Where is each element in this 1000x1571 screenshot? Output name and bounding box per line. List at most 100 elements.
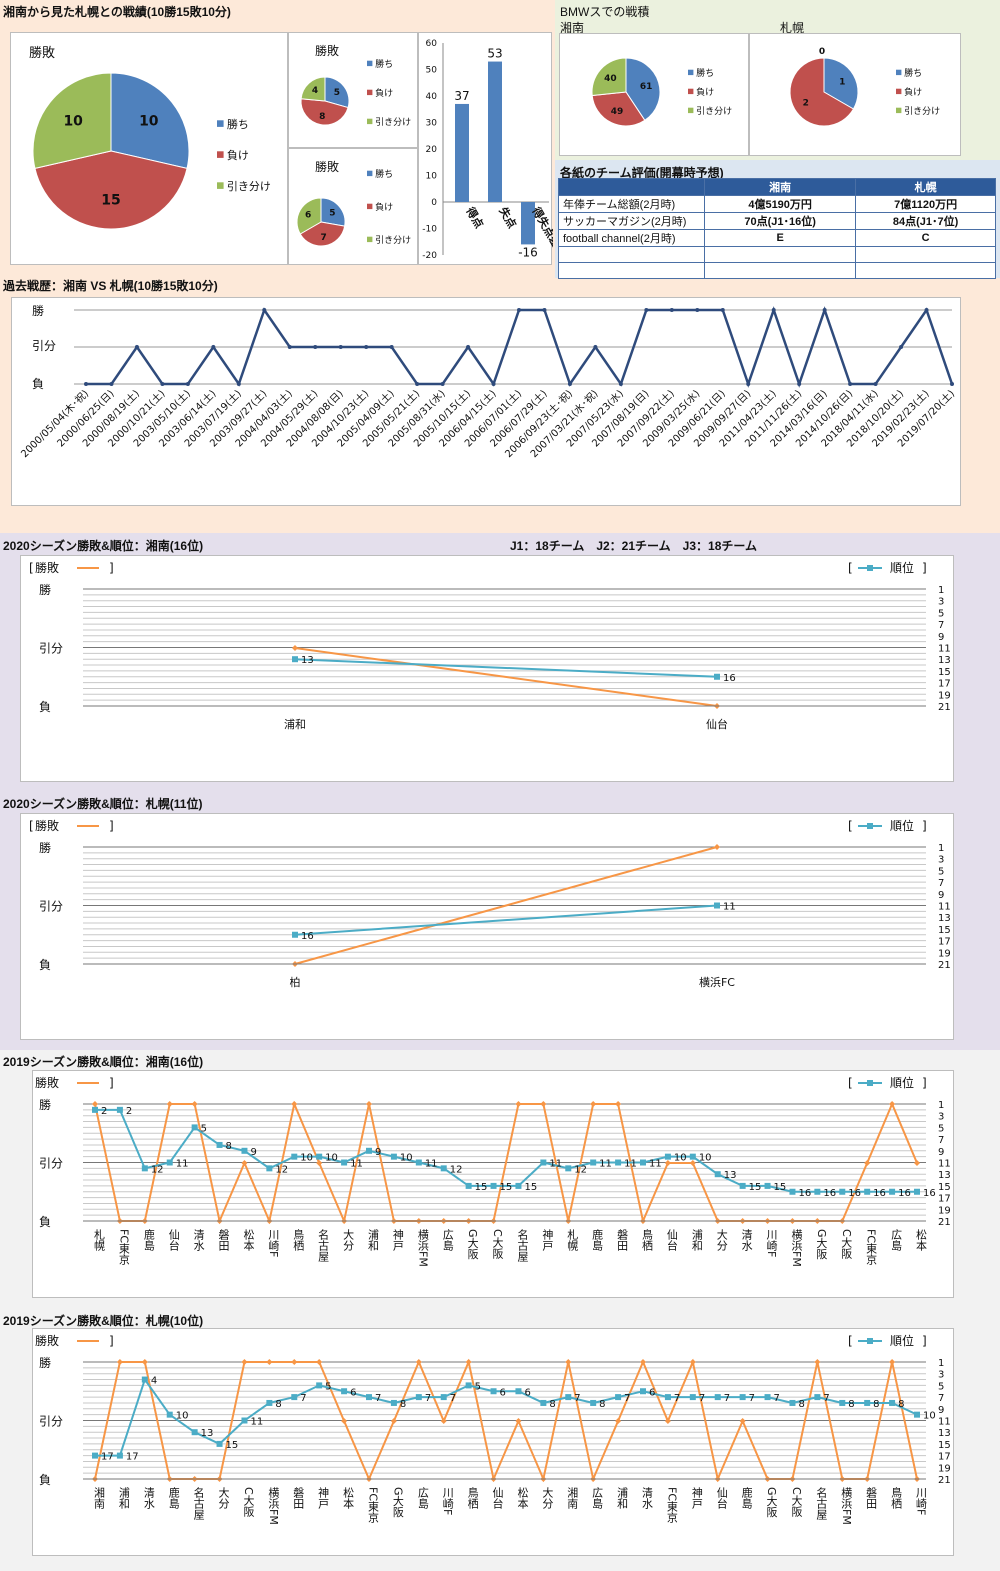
result-point — [116, 1359, 123, 1365]
y-label: 負 — [32, 377, 44, 391]
x-tick-label: 鹿島 — [740, 1486, 753, 1510]
x-tick-label: 札幌 — [566, 1229, 579, 1252]
result-point — [924, 308, 929, 312]
pie-data-label: 2 — [803, 99, 809, 109]
result-point — [287, 345, 292, 349]
rank-data-label: 8 — [848, 1399, 854, 1410]
x-tick-label: 鳥栖 — [292, 1228, 305, 1252]
rank-point — [366, 1147, 372, 1154]
rank-point — [814, 1394, 821, 1401]
goal-bar — [521, 202, 535, 245]
eval-row-label: 年俸チーム総額(2月時) — [558, 195, 705, 213]
x-tick-label: 神戸 — [690, 1486, 703, 1510]
x-tick-label: 浦和 — [284, 718, 306, 731]
rank-data-label: 10 — [300, 1153, 313, 1164]
y-label: 負 — [39, 700, 51, 714]
legend-label: 勝ち — [375, 58, 393, 70]
result-point — [185, 382, 190, 386]
rank-data-label: 6 — [524, 1387, 530, 1398]
rank-point — [615, 1159, 622, 1166]
rank-data-label: 8 — [549, 1399, 555, 1410]
rank-tick-label: 17 — [938, 1194, 951, 1205]
rank-line — [95, 1377, 918, 1457]
y-tick-label: 20 — [426, 145, 438, 155]
rank-point — [341, 1388, 348, 1395]
eval-cell — [703, 246, 857, 263]
rank-point — [366, 1394, 372, 1401]
goal-bar — [488, 61, 502, 202]
rank-data-label: 16 — [301, 931, 314, 942]
y-label: 引分 — [39, 642, 63, 656]
result-point — [316, 1160, 323, 1166]
x-tick-label: C大阪 — [491, 1229, 504, 1259]
s2020-shonan-title: 2020シーズン勝敗&順位：湘南(16位) — [3, 539, 204, 553]
rank-tick-label: 17 — [938, 1452, 951, 1463]
s2019-shonan-box: 13579111315171921勝引分負[勝敗][順位]22121158912… — [29, 1070, 954, 1298]
legend-label: 負け — [904, 86, 922, 98]
x-tick-label: G大阪 — [765, 1487, 778, 1518]
pie-data-label: 5 — [329, 209, 335, 219]
rank-data-label: 6 — [649, 1387, 655, 1398]
pie-slice — [300, 98, 349, 126]
rank-data-label: 8 — [599, 1399, 605, 1410]
rank-tick-label: 5 — [938, 866, 944, 877]
legend-swatch — [896, 107, 902, 114]
legend-rank-label: 順位 — [890, 560, 914, 575]
rank-point — [714, 1394, 721, 1401]
result-point — [292, 645, 298, 651]
legend-swatch — [688, 107, 694, 114]
rank-data-label: 7 — [699, 1393, 705, 1404]
result-point — [515, 1101, 522, 1107]
legend-swatch — [367, 236, 373, 243]
pie-data-label: 61 — [640, 82, 653, 92]
rank-data-label: 10 — [176, 1411, 189, 1422]
result-point — [338, 345, 343, 349]
legend-swatch — [217, 120, 224, 127]
rank-point — [540, 1159, 547, 1166]
x-tick-label: 鳥栖 — [890, 1486, 903, 1510]
s2019-sapporo-title: 2019シーズン勝敗&順位：札幌(10位) — [3, 1314, 204, 1328]
bmw-sapporo-label: 札幌 — [780, 21, 805, 35]
pie-slice — [823, 57, 859, 110]
eval-cell: 84点(J1･7位) — [855, 212, 996, 230]
rank-data-label: 7 — [749, 1393, 755, 1404]
result-point — [415, 382, 420, 386]
rank-data-label: 11 — [350, 1159, 363, 1170]
y-tick-label: 0 — [431, 198, 437, 208]
x-tick-label: 浦和 — [616, 1487, 629, 1510]
x-tick-label: 横浜FC — [699, 975, 735, 989]
bmw-title: BMWスでの戦積 — [560, 5, 650, 19]
rank-tick-label: 1 — [938, 1100, 944, 1111]
rank-point — [540, 1399, 547, 1406]
x-tick-label: 鹿島 — [167, 1486, 180, 1510]
bar-data-label: -16 — [518, 245, 538, 259]
pie-slice — [300, 76, 326, 102]
rank-point — [440, 1165, 447, 1172]
rank-point — [241, 1147, 248, 1154]
pie-slice — [110, 72, 190, 169]
eval-cell — [855, 246, 996, 263]
result-point — [695, 308, 700, 312]
pie-title: 勝敗 — [29, 46, 55, 61]
result-point — [341, 1418, 348, 1424]
eval-cell: C — [855, 229, 996, 247]
rank-tick-label: 21 — [938, 1475, 951, 1486]
x-tick-label: 磐田 — [865, 1486, 878, 1509]
result-point — [415, 1359, 422, 1365]
rank-data-label: 13 — [201, 1428, 214, 1439]
x-tick-label: 松本 — [242, 1228, 255, 1252]
bmw-sapporo-box: 1 2 0 勝ち 負け 引き分け — [749, 33, 961, 156]
x-tick-label: 磐田 — [616, 1228, 629, 1251]
eval-cell — [558, 262, 705, 279]
s2019-shonan-title: 2019シーズン勝敗&順位：湘南(16位) — [3, 1055, 204, 1069]
pie-data-label: 8 — [319, 112, 325, 122]
rank-point — [764, 1182, 771, 1189]
legend-rank-marker — [867, 565, 873, 571]
legend-label: 引き分け — [696, 106, 732, 117]
x-tick-label: 神戸 — [317, 1486, 330, 1510]
rank-data-label: 7 — [674, 1393, 680, 1404]
result-point — [746, 382, 751, 386]
legend-swatch — [367, 170, 373, 177]
rank-data-label: 11 — [250, 1417, 263, 1428]
y-label: 勝 — [32, 303, 44, 318]
